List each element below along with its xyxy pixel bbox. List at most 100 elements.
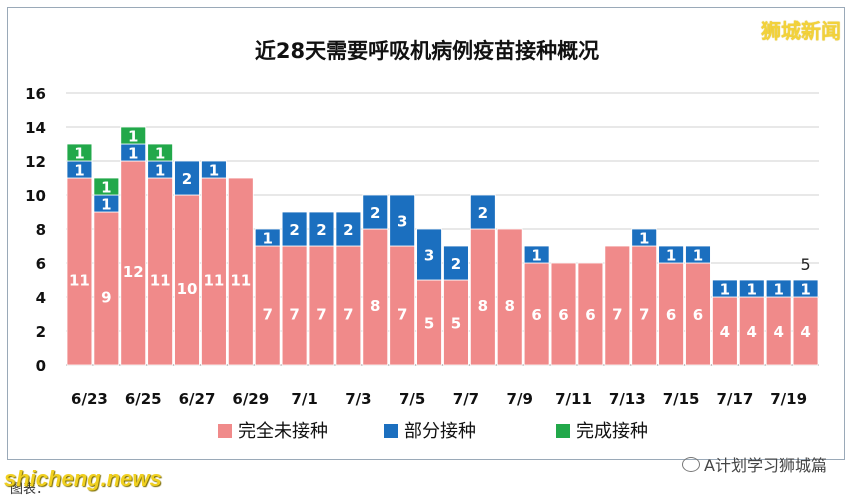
data-label: 2	[370, 204, 380, 222]
x-tick-label: 7/7	[453, 390, 479, 408]
data-label: 8	[370, 297, 380, 315]
data-label: 1	[773, 281, 783, 299]
data-label: 2	[478, 204, 488, 222]
data-label: 2	[182, 170, 192, 188]
bar-segment	[66, 143, 93, 162]
bar-segment	[93, 211, 120, 366]
data-label: 7	[343, 306, 353, 324]
legend-swatch	[218, 424, 232, 438]
data-label: 1	[639, 230, 649, 248]
data-label: 6	[585, 306, 595, 324]
data-label: 1	[155, 162, 165, 180]
data-label: 1	[74, 162, 84, 180]
x-tick-label: 6/23	[71, 390, 108, 408]
data-label: 7	[316, 306, 326, 324]
data-label: 6	[693, 306, 703, 324]
bar-segment	[792, 296, 819, 366]
bar-segment	[308, 245, 335, 366]
bar-segment	[443, 245, 469, 281]
watermark-logo-top: 狮城新闻	[761, 19, 841, 43]
data-label: 10	[177, 280, 198, 298]
bar-segment	[631, 228, 658, 247]
bar-segment	[738, 296, 765, 366]
bar-segment	[550, 262, 577, 366]
y-tick-label: 16	[25, 85, 46, 103]
data-label: 7	[612, 306, 622, 324]
data-label: 4	[720, 323, 730, 341]
bar-segment	[658, 245, 684, 264]
bar-segment	[604, 245, 631, 366]
data-label: 1	[155, 145, 165, 163]
bar-segment	[389, 194, 416, 247]
data-label: 1	[101, 196, 111, 214]
data-label: 6	[531, 306, 541, 324]
bar-segment	[120, 126, 147, 145]
bar-segment	[254, 228, 281, 247]
x-tick-label: 6/25	[125, 390, 162, 408]
bar-segment	[416, 279, 442, 366]
legend-swatch	[384, 424, 398, 438]
x-tick-label: 7/9	[507, 390, 533, 408]
data-label: 11	[230, 272, 251, 290]
x-tick-label: 6/29	[232, 390, 269, 408]
data-label: 4	[773, 323, 783, 341]
data-label: 7	[639, 306, 649, 324]
bar-segment	[66, 177, 93, 366]
data-label: 3	[424, 247, 434, 265]
data-label: 5	[424, 315, 434, 333]
wechat-icon	[682, 456, 701, 472]
bar-segment	[93, 177, 120, 196]
footer-right: A计划学习狮城篇	[682, 452, 827, 476]
y-tick-label: 0	[36, 357, 46, 375]
data-label: 1	[531, 247, 541, 265]
bar-segment	[389, 245, 416, 366]
bar-layer: 1111911121111111021111171727272827353528…	[66, 126, 819, 366]
data-label: 2	[451, 255, 461, 273]
bar-segment	[281, 211, 308, 247]
y-tick-label: 14	[25, 119, 46, 137]
x-tick-label: 7/13	[609, 390, 646, 408]
bar-segment	[685, 245, 711, 264]
bar-segment	[147, 177, 173, 366]
legend: 完全未接种 部分接种 完成接种	[218, 421, 648, 442]
bar-segment	[335, 211, 362, 247]
bar-segment	[792, 279, 819, 298]
data-label: 1	[128, 145, 138, 163]
y-tick-label: 10	[25, 187, 46, 205]
watermark-logo-bottom: shicheng.news	[4, 466, 162, 491]
bar-segment	[658, 262, 684, 366]
chart-title: 近28天需要呼吸机病例疫苗接种概况	[255, 39, 599, 63]
data-label: 7	[289, 306, 299, 324]
legend-label: 完全未接种	[238, 421, 328, 442]
data-label: 9	[101, 289, 111, 307]
bar-segment	[416, 228, 442, 281]
bar-segment	[308, 211, 335, 247]
bar-segment	[174, 160, 200, 196]
y-tick-label: 2	[36, 323, 46, 341]
bar-segment	[738, 279, 765, 298]
bar-segment	[765, 279, 792, 298]
data-label: 1	[720, 281, 730, 299]
bar-segment	[147, 143, 173, 162]
data-label: 5	[451, 315, 461, 333]
data-label: 1	[747, 281, 757, 299]
bar-segment	[712, 296, 738, 366]
bar-segment	[523, 245, 550, 264]
bar-segment	[765, 296, 792, 366]
data-label: 4	[747, 323, 757, 341]
data-label: 1	[800, 281, 810, 299]
bar-segment	[469, 194, 496, 230]
bar-segment	[254, 245, 281, 366]
x-tick-label: 7/3	[345, 390, 371, 408]
data-label: 2	[289, 221, 299, 239]
data-label: 7	[397, 306, 407, 324]
legend-label: 部分接种	[404, 421, 476, 442]
data-label: 11	[150, 272, 171, 290]
data-label: 7	[262, 306, 272, 324]
data-label: 1	[74, 145, 84, 163]
bar-segment	[577, 262, 604, 366]
data-label: 12	[123, 263, 144, 281]
total-annotation: 5	[800, 255, 810, 274]
x-tick-label: 6/27	[179, 390, 216, 408]
footer-left: 图表：	[10, 482, 50, 497]
